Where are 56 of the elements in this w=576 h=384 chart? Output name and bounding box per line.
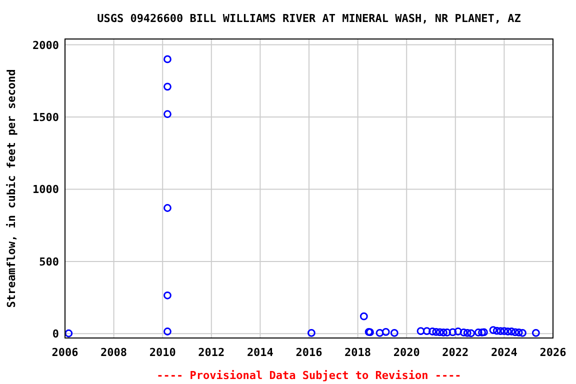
point <box>432 328 440 336</box>
point <box>164 110 172 118</box>
point <box>508 328 516 336</box>
point <box>518 328 526 337</box>
x-tick-label: 2016 <box>296 346 323 359</box>
y-tick-label: 2000 <box>32 38 59 52</box>
chart-title: USGS 09426600 BILL WILLIAMS RIVER AT MINERAL WASH, NR PLANET, AZ <box>97 12 522 25</box>
text: ---- Provisional Data Subject to Revision ---- <box>156 369 462 382</box>
x-tick-label: 2022 <box>442 346 469 359</box>
x-tick-label: 2020 <box>393 346 420 359</box>
point <box>164 55 172 64</box>
y-tick-label: 500 <box>39 255 59 268</box>
point <box>422 327 431 336</box>
point <box>448 328 457 336</box>
x-tick-label: 2006 <box>52 346 79 359</box>
point <box>390 328 398 337</box>
point <box>496 327 504 336</box>
x-tick-label: 2018 <box>344 346 372 359</box>
point <box>164 204 172 212</box>
y-axis-title: Streamflow, in cubic feet per second <box>5 69 18 308</box>
point <box>436 328 444 336</box>
point <box>504 328 512 336</box>
point <box>382 328 390 336</box>
point <box>428 328 436 336</box>
point <box>474 328 482 336</box>
point <box>492 326 501 335</box>
point <box>64 329 73 338</box>
point <box>376 328 384 337</box>
y-tick-label: 1500 <box>32 111 59 124</box>
x-tick-label: 2026 <box>540 346 567 359</box>
point <box>164 328 172 336</box>
y-tick-label: 0 <box>52 328 59 341</box>
x-tick-label: 2008 <box>100 346 128 359</box>
point <box>439 328 448 336</box>
x-tick-label: 2012 <box>198 346 225 359</box>
point <box>443 328 452 336</box>
point <box>454 328 462 336</box>
point <box>532 328 540 337</box>
point <box>478 328 486 336</box>
y-tick-label: 1000 <box>32 183 59 196</box>
point <box>467 329 475 338</box>
point <box>360 312 368 320</box>
point <box>164 82 172 91</box>
point <box>307 328 316 337</box>
point <box>463 328 472 337</box>
point <box>460 328 468 336</box>
point <box>164 291 172 300</box>
point <box>489 326 498 334</box>
point <box>514 328 523 336</box>
point <box>500 327 508 336</box>
x-tick-label: 2014 <box>246 346 274 359</box>
point <box>511 328 520 336</box>
x-tick-label: 2024 <box>490 346 518 359</box>
point <box>480 328 488 336</box>
x-tick-label: 2010 <box>149 346 176 359</box>
point <box>416 327 425 336</box>
